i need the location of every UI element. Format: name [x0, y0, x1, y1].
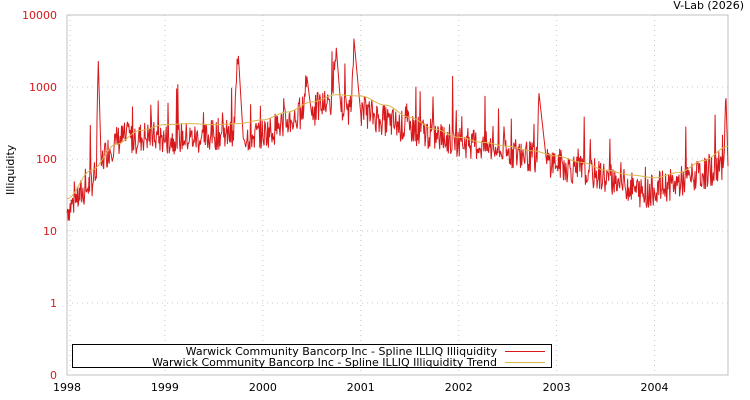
y-tick-label: 1000	[29, 81, 57, 94]
legend: Warwick Community Bancorp Inc - Spline I…	[72, 344, 552, 368]
y-tick-label: 10	[43, 225, 57, 238]
illiquidity-series-line	[66, 38, 729, 221]
legend-swatch-trend	[505, 362, 545, 363]
legend-item-series: Warwick Community Bancorp Inc - Spline I…	[186, 346, 545, 357]
x-tick-label: 1999	[151, 381, 179, 394]
y-tick-label: 100	[36, 153, 57, 166]
x-tick-label: 2001	[347, 381, 375, 394]
x-tick-label: 2000	[249, 381, 277, 394]
legend-item-trend: Warwick Community Bancorp Inc - Spline I…	[152, 357, 545, 368]
legend-label-trend: Warwick Community Bancorp Inc - Spline I…	[152, 356, 497, 369]
x-tick-label: 2003	[543, 381, 571, 394]
x-tick-label: 2004	[641, 381, 669, 394]
legend-label-series: Warwick Community Bancorp Inc - Spline I…	[185, 345, 497, 358]
illiquidity-trend-line	[66, 94, 729, 200]
x-axis-ticks: 1998 1999 2000 2001 2002 2003 2004	[53, 381, 669, 394]
grid-lines	[67, 15, 728, 375]
plot-frame	[66, 14, 729, 376]
x-tick-label: 2002	[445, 381, 473, 394]
y-tick-label: 10000	[22, 9, 57, 22]
y-tick-label: 0	[50, 369, 57, 382]
x-tick-label: 1998	[53, 381, 81, 394]
y-axis-label: Illiquidity	[4, 144, 17, 195]
credit-label: V-Lab (2026)	[673, 0, 744, 12]
legend-swatch-series	[505, 351, 545, 352]
y-tick-label: 1	[50, 297, 57, 310]
